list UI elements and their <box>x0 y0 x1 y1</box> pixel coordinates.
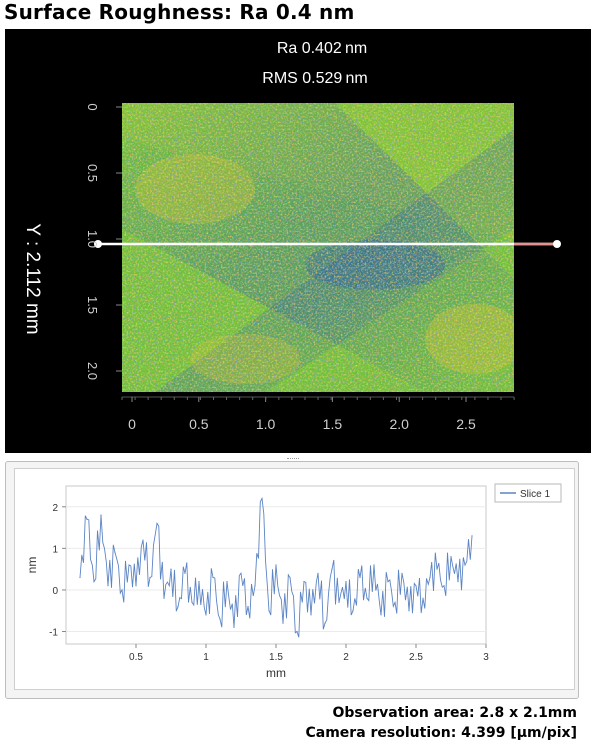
map-y-tick-label: 1.0 <box>85 230 100 248</box>
map-y-tick-label: 1.5 <box>85 296 100 314</box>
map-x-tick-label: 0.5 <box>189 416 209 432</box>
series-point <box>422 597 424 599</box>
series-point <box>408 610 410 612</box>
series-point <box>394 601 396 604</box>
series-point <box>436 568 438 570</box>
y-tick-label: 0 <box>52 586 58 597</box>
x-tick-label: 3 <box>483 652 489 663</box>
series-point <box>338 601 340 604</box>
series-point <box>457 581 459 583</box>
series-point <box>415 585 417 587</box>
profile-chart-svg[interactable]: 2 1 0 -1 0.5 1 1.5 2 2.5 3 mm nm Slice 1 <box>6 462 578 698</box>
series-point <box>443 585 445 587</box>
chart-legend: Slice 1 <box>494 483 562 503</box>
series-point <box>345 581 347 583</box>
series-point <box>366 597 368 599</box>
series-point <box>254 585 256 587</box>
map-x-tick-label: 0 <box>128 416 136 432</box>
profile-chart-panel: 2 1 0 -1 0.5 1 1.5 2 2.5 3 mm nm Slice 1 <box>5 461 579 699</box>
series-point <box>268 610 270 612</box>
series-point <box>142 539 144 541</box>
y-tick-label: -1 <box>49 628 58 639</box>
slice-end-handle[interactable] <box>553 240 561 248</box>
legend-label-slice-1: Slice 1 <box>520 489 550 500</box>
series-point <box>219 618 221 620</box>
y-axis-label-chart: nm <box>25 557 39 574</box>
map-y-tick-label: 0 <box>85 103 100 110</box>
slice-start-handle[interactable] <box>94 240 102 248</box>
map-x-tick-label: 1.5 <box>323 416 343 432</box>
series-point <box>464 564 466 566</box>
series-point <box>163 597 165 599</box>
x-tick-label: 1 <box>203 652 209 663</box>
series-point <box>240 572 242 574</box>
map-x-tick-label: 2.5 <box>456 416 476 432</box>
series-point <box>373 564 375 566</box>
series-point <box>100 514 102 516</box>
x-axis-label: mm <box>266 666 286 680</box>
series-point <box>303 581 305 583</box>
series-point <box>387 581 389 583</box>
series-point <box>149 576 151 579</box>
map-y-tick-label: 0.5 <box>85 164 100 182</box>
series-point <box>401 572 403 574</box>
observation-area-text: Observation area: 2.8 x 2.1mm <box>332 705 577 721</box>
map-y-tick-label: 2.0 <box>85 362 100 380</box>
series-point <box>296 630 298 633</box>
series-point <box>212 576 214 579</box>
series-point <box>79 576 81 579</box>
camera-resolution-text: Camera resolution: 4.399 [µm/pix] <box>305 725 577 741</box>
y-tick-label: 1 <box>52 544 58 555</box>
y-tick-label: 2 <box>52 503 58 514</box>
series-point <box>205 614 207 616</box>
series-point <box>93 581 95 583</box>
x-tick-label: 1.5 <box>269 652 283 663</box>
series-point <box>184 572 186 574</box>
surface-texture <box>122 103 514 392</box>
series-point <box>429 576 431 579</box>
series-point <box>471 535 473 537</box>
series-point <box>261 497 263 500</box>
y-axis-label: Y : 2.112 mm <box>22 223 43 334</box>
series-point <box>170 568 172 570</box>
rms-value-label: RMS 0.529 nm <box>262 70 367 87</box>
map-x-tick-label: 2.0 <box>389 416 409 432</box>
series-point <box>226 581 228 583</box>
series-point <box>198 581 200 583</box>
series-point <box>156 522 158 525</box>
series-point <box>352 610 354 612</box>
slice-line[interactable] <box>94 240 561 248</box>
series-point <box>128 564 130 566</box>
series-point <box>114 551 116 554</box>
series-point <box>135 585 137 587</box>
map-axes: 0 0.5 1.0 1.5 2.0 0 0.5 1.0 1.5 2.0 2.5 <box>85 103 515 432</box>
series-point <box>282 622 284 624</box>
ra-value-label: Ra 0.402 nm <box>277 40 367 57</box>
series-point <box>107 585 109 587</box>
x-tick-label: 2 <box>343 652 349 663</box>
series-point <box>380 614 382 616</box>
series-point <box>310 614 312 616</box>
series-point <box>191 601 193 604</box>
series-point <box>177 605 179 608</box>
series-point <box>275 564 277 566</box>
series-point <box>317 572 319 574</box>
panel-splitter-grip[interactable] <box>287 458 299 461</box>
series-point <box>86 518 88 520</box>
map-x-tick-label: 1.0 <box>256 416 276 432</box>
series-point <box>324 622 326 624</box>
series-point <box>359 576 361 579</box>
series-point <box>121 589 123 591</box>
x-tick-label: 2.5 <box>409 652 423 663</box>
series-point <box>247 605 249 608</box>
series-point <box>233 626 235 628</box>
series-point <box>450 556 452 558</box>
series-point <box>289 576 291 579</box>
x-tick-label: 0.5 <box>129 652 143 663</box>
series-point <box>331 568 333 570</box>
surface-map-svg[interactable]: Y : 2.112 mm Ra 0.402 nm RMS 0.529 nm 00… <box>5 29 591 453</box>
surface-height-map[interactable] <box>122 103 525 392</box>
page-title: Surface Roughness: Ra 0.4 nm <box>4 0 355 24</box>
